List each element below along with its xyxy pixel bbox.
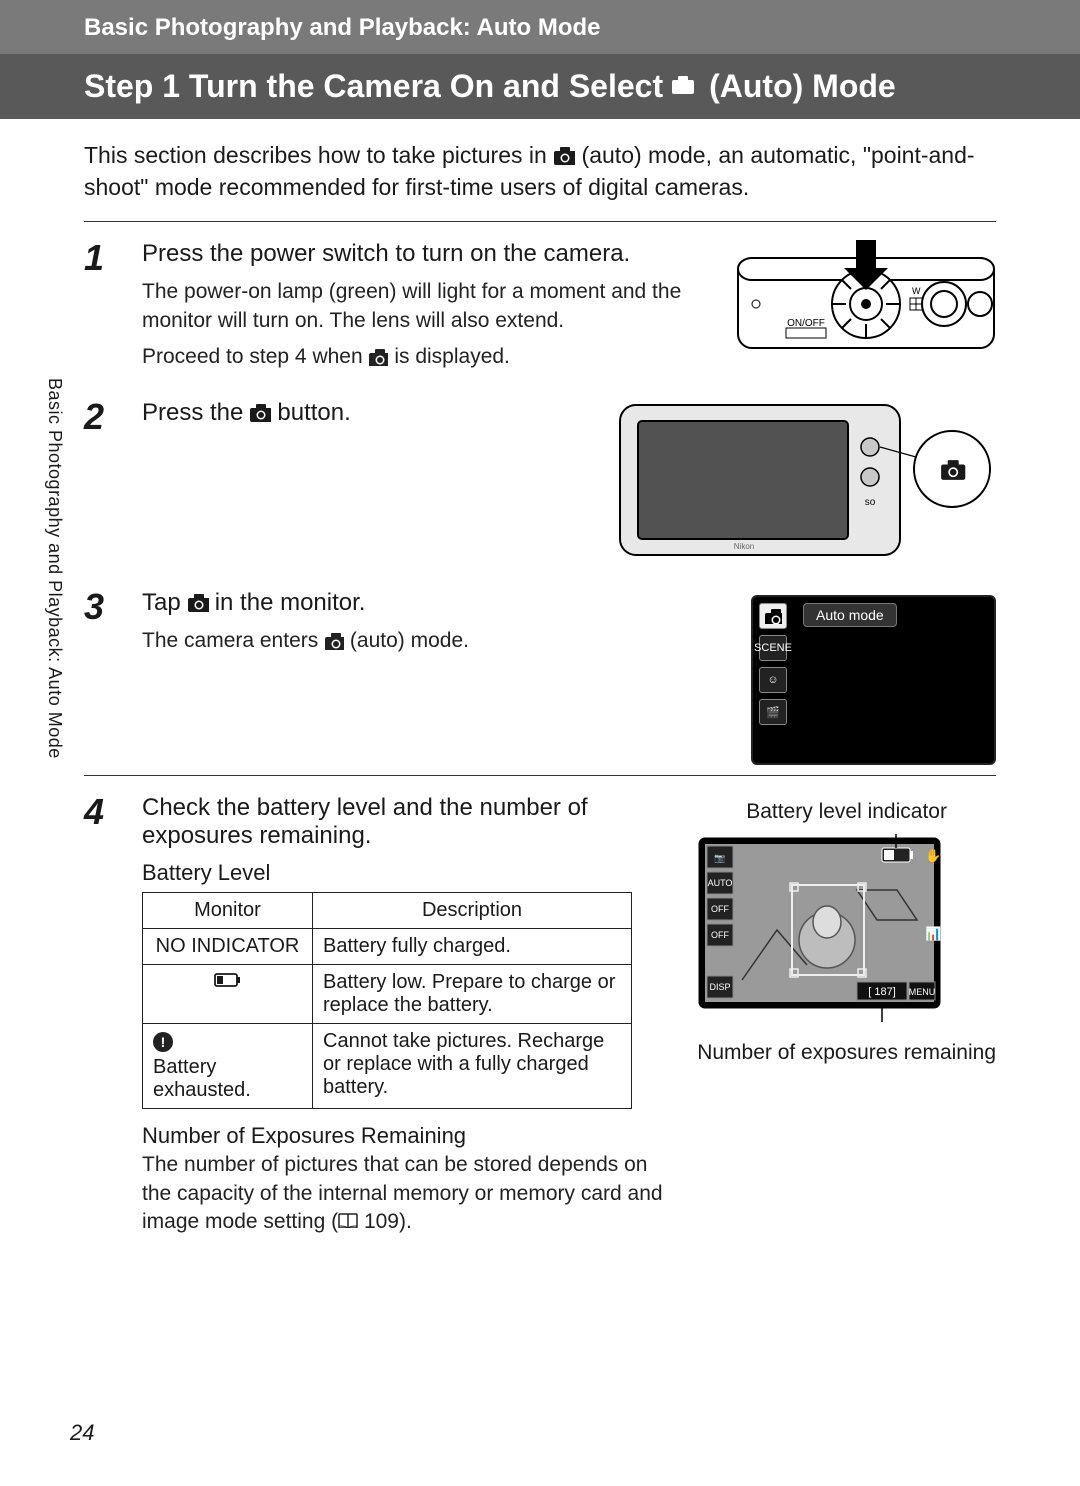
svg-text:[ 187]: [ 187]	[868, 986, 896, 998]
camera-icon	[553, 142, 575, 168]
title-suffix: (Auto) Mode	[709, 68, 896, 105]
svg-text:OFF: OFF	[711, 930, 729, 940]
step-title: Check the battery level and the number o…	[142, 794, 622, 850]
battery-indicator-caption: Battery level indicator	[697, 800, 996, 824]
step-description: The camera enters (auto) mode.	[142, 627, 712, 655]
svg-text:DISP: DISP	[710, 982, 731, 992]
camera-icon	[671, 75, 701, 99]
svg-text:AUTO: AUTO	[708, 878, 733, 888]
battery-level-label: Battery Level	[142, 860, 673, 886]
movie-icon: 🎬	[759, 699, 787, 725]
svg-text:W: W	[912, 286, 921, 296]
step-number: 1	[84, 240, 118, 379]
smile-icon: ☺	[759, 667, 787, 693]
battery-low-icon	[214, 972, 242, 994]
svg-text:MENU: MENU	[909, 987, 936, 997]
table-cell	[143, 965, 313, 1024]
table-cell: NO INDICATOR	[143, 929, 313, 965]
table-cell: ! Battery exhausted.	[143, 1024, 313, 1109]
svg-text:so: so	[865, 497, 876, 508]
scene-icon: SCENE	[759, 635, 787, 661]
svg-text:📊: 📊	[925, 926, 941, 941]
svg-text:OFF: OFF	[711, 904, 729, 914]
step-3: 3 Tap in the monitor. The camera enters …	[84, 575, 996, 771]
step-number: 3	[84, 589, 118, 765]
power-switch-illustration: ON/OFF W	[736, 240, 996, 379]
table-cell: Cannot take pictures. Recharge or replac…	[313, 1024, 632, 1109]
step-2: 2 Press the button. Nikon so	[84, 385, 996, 575]
intro-text: This section describes how to take pictu…	[84, 139, 996, 203]
manual-reference-icon	[338, 1208, 358, 1236]
step-title: Press the button.	[142, 399, 592, 427]
camera-icon	[324, 629, 344, 652]
svg-text:✋: ✋	[925, 848, 941, 863]
step-1: 1 Press the power switch to turn on the …	[84, 226, 996, 385]
camera-icon	[249, 399, 271, 427]
battery-level-table: Monitor Description NO INDICATOR Battery…	[142, 892, 632, 1109]
page-title: Step 1 Turn the Camera On and Select (Au…	[0, 54, 1080, 119]
title-prefix: Step 1 Turn the Camera On and Select	[84, 68, 663, 105]
step-title: Tap in the monitor.	[142, 589, 712, 617]
camera-icon	[368, 345, 388, 368]
table-cell: Battery low. Prepare to charge or replac…	[313, 965, 632, 1024]
step-title: Press the power switch to turn on the ca…	[142, 240, 712, 268]
svg-text:📷: 📷	[715, 853, 726, 863]
step-4: 4 Check the battery level and the number…	[84, 780, 996, 1250]
exposures-caption: Number of exposures remaining	[697, 1041, 996, 1065]
monitor-status-illustration: 📷 AUTO OFF OFF DISP	[697, 830, 942, 1030]
step-description: The power-on lamp (green) will light for…	[142, 278, 712, 335]
table-header: Monitor	[143, 893, 313, 929]
warning-icon: !	[153, 1032, 173, 1052]
auto-mode-label: Auto mode	[803, 603, 897, 627]
side-tab-label: Basic Photography and Playback: Auto Mod…	[44, 378, 65, 759]
step-number: 2	[84, 399, 118, 569]
exposures-text: The number of pictures that can be store…	[142, 1151, 673, 1236]
step-number: 4	[84, 794, 118, 1244]
camera-back-illustration: Nikon so	[616, 399, 996, 569]
svg-text:Nikon: Nikon	[734, 542, 754, 551]
exposures-heading: Number of Exposures Remaining	[142, 1123, 673, 1149]
camera-icon	[187, 589, 209, 617]
monitor-mode-illustration: SCENE ☺ 🎬 Auto mode	[736, 589, 996, 765]
auto-mode-icon	[759, 603, 787, 629]
chapter-title: Basic Photography and Playback: Auto Mod…	[0, 14, 1080, 54]
step-description: Proceed to step 4 when is displayed.	[142, 343, 712, 371]
table-header: Description	[313, 893, 632, 929]
svg-text:ON/OFF: ON/OFF	[787, 318, 825, 329]
table-cell: Battery fully charged.	[313, 929, 632, 965]
page-number: 24	[70, 1420, 94, 1446]
